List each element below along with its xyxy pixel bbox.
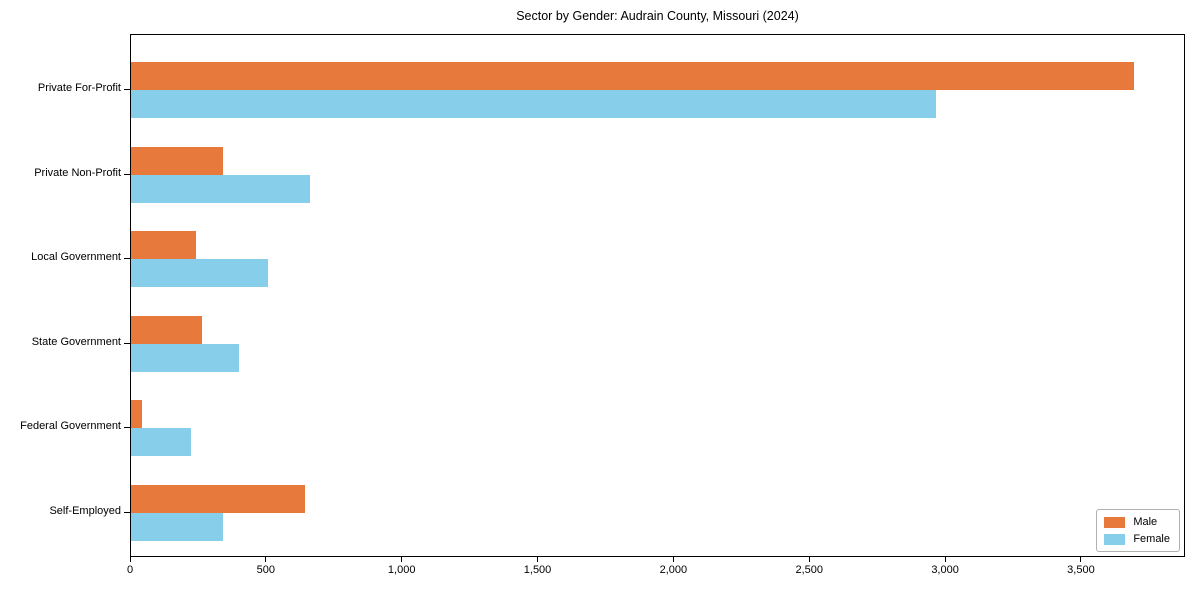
legend-label-female: Female bbox=[1133, 533, 1170, 545]
legend: Male Female bbox=[1096, 509, 1180, 552]
bar-female-private-for-profit bbox=[131, 90, 937, 118]
legend-entry-male: Male bbox=[1104, 516, 1170, 528]
x-tick-mark bbox=[944, 557, 946, 562]
y-axis-label-federal-government: Federal Government bbox=[20, 420, 121, 432]
bar-male-private-for-profit bbox=[131, 62, 1135, 90]
x-tick-label: 1,500 bbox=[523, 564, 552, 576]
bar-female-local-government bbox=[131, 259, 268, 287]
x-tick-label: 2,000 bbox=[659, 564, 688, 576]
y-axis-label-local-government: Local Government bbox=[31, 251, 121, 263]
bar-female-state-government bbox=[131, 343, 240, 372]
y-tick-mark bbox=[124, 258, 130, 259]
x-tick-label: 2,500 bbox=[795, 564, 823, 576]
y-tick-mark bbox=[124, 89, 130, 90]
y-tick-mark bbox=[124, 342, 130, 344]
y-axis-label-private-for-profit: Private For-Profit bbox=[37, 82, 121, 94]
bar-female-self-employed bbox=[131, 512, 224, 541]
y-tick-mark bbox=[124, 511, 130, 513]
x-tick-mark bbox=[537, 557, 539, 562]
x-tick-mark bbox=[808, 557, 810, 562]
bar-male-self-employed bbox=[131, 484, 305, 513]
x-tick-mark bbox=[672, 557, 674, 562]
bar-male-local-government bbox=[131, 231, 197, 259]
bar-male-federal-government bbox=[131, 400, 142, 428]
x-tick-mark bbox=[1080, 557, 1082, 562]
legend-swatch-male bbox=[1104, 516, 1126, 528]
x-tick-label: 1,000 bbox=[387, 564, 416, 576]
y-tick-mark bbox=[124, 427, 130, 428]
legend-entry-female: Female bbox=[1104, 533, 1170, 545]
x-tick-label: 0 bbox=[126, 564, 134, 576]
chart-title: Sector by Gender: Audrain County, Missou… bbox=[516, 9, 799, 23]
y-tick-mark bbox=[124, 173, 130, 175]
bar-female-federal-government bbox=[131, 428, 191, 456]
legend-swatch-female bbox=[1104, 533, 1126, 545]
x-tick-label: 500 bbox=[256, 564, 276, 576]
legend-label-male: Male bbox=[1133, 516, 1158, 528]
bar-male-private-non-profit bbox=[131, 146, 224, 175]
x-tick-mark bbox=[265, 557, 267, 562]
y-axis-label-state-government: State Government bbox=[31, 335, 121, 348]
x-tick-mark bbox=[401, 557, 403, 562]
plot-area: Male Female bbox=[130, 34, 1185, 557]
x-tick-label: 3,000 bbox=[931, 564, 959, 576]
y-axis-label-private-non-profit: Private Non-Profit bbox=[34, 166, 121, 179]
x-tick-mark bbox=[129, 557, 131, 562]
x-tick-label: 3,500 bbox=[1067, 564, 1095, 576]
bar-female-private-non-profit bbox=[131, 174, 310, 203]
bar-male-state-government bbox=[131, 315, 202, 344]
y-axis-label-self-employed: Self-Employed bbox=[49, 504, 121, 517]
